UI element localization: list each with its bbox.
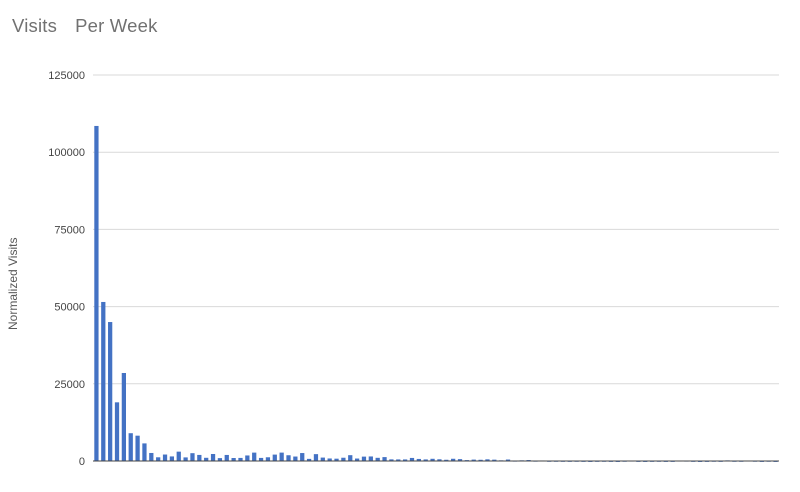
svg-text:50000: 50000 bbox=[54, 302, 85, 314]
svg-text:25000: 25000 bbox=[54, 379, 85, 391]
svg-text:75000: 75000 bbox=[54, 224, 85, 236]
svg-text:125000: 125000 bbox=[48, 70, 85, 82]
svg-text:100000: 100000 bbox=[48, 147, 85, 159]
svg-text:0: 0 bbox=[79, 456, 85, 468]
